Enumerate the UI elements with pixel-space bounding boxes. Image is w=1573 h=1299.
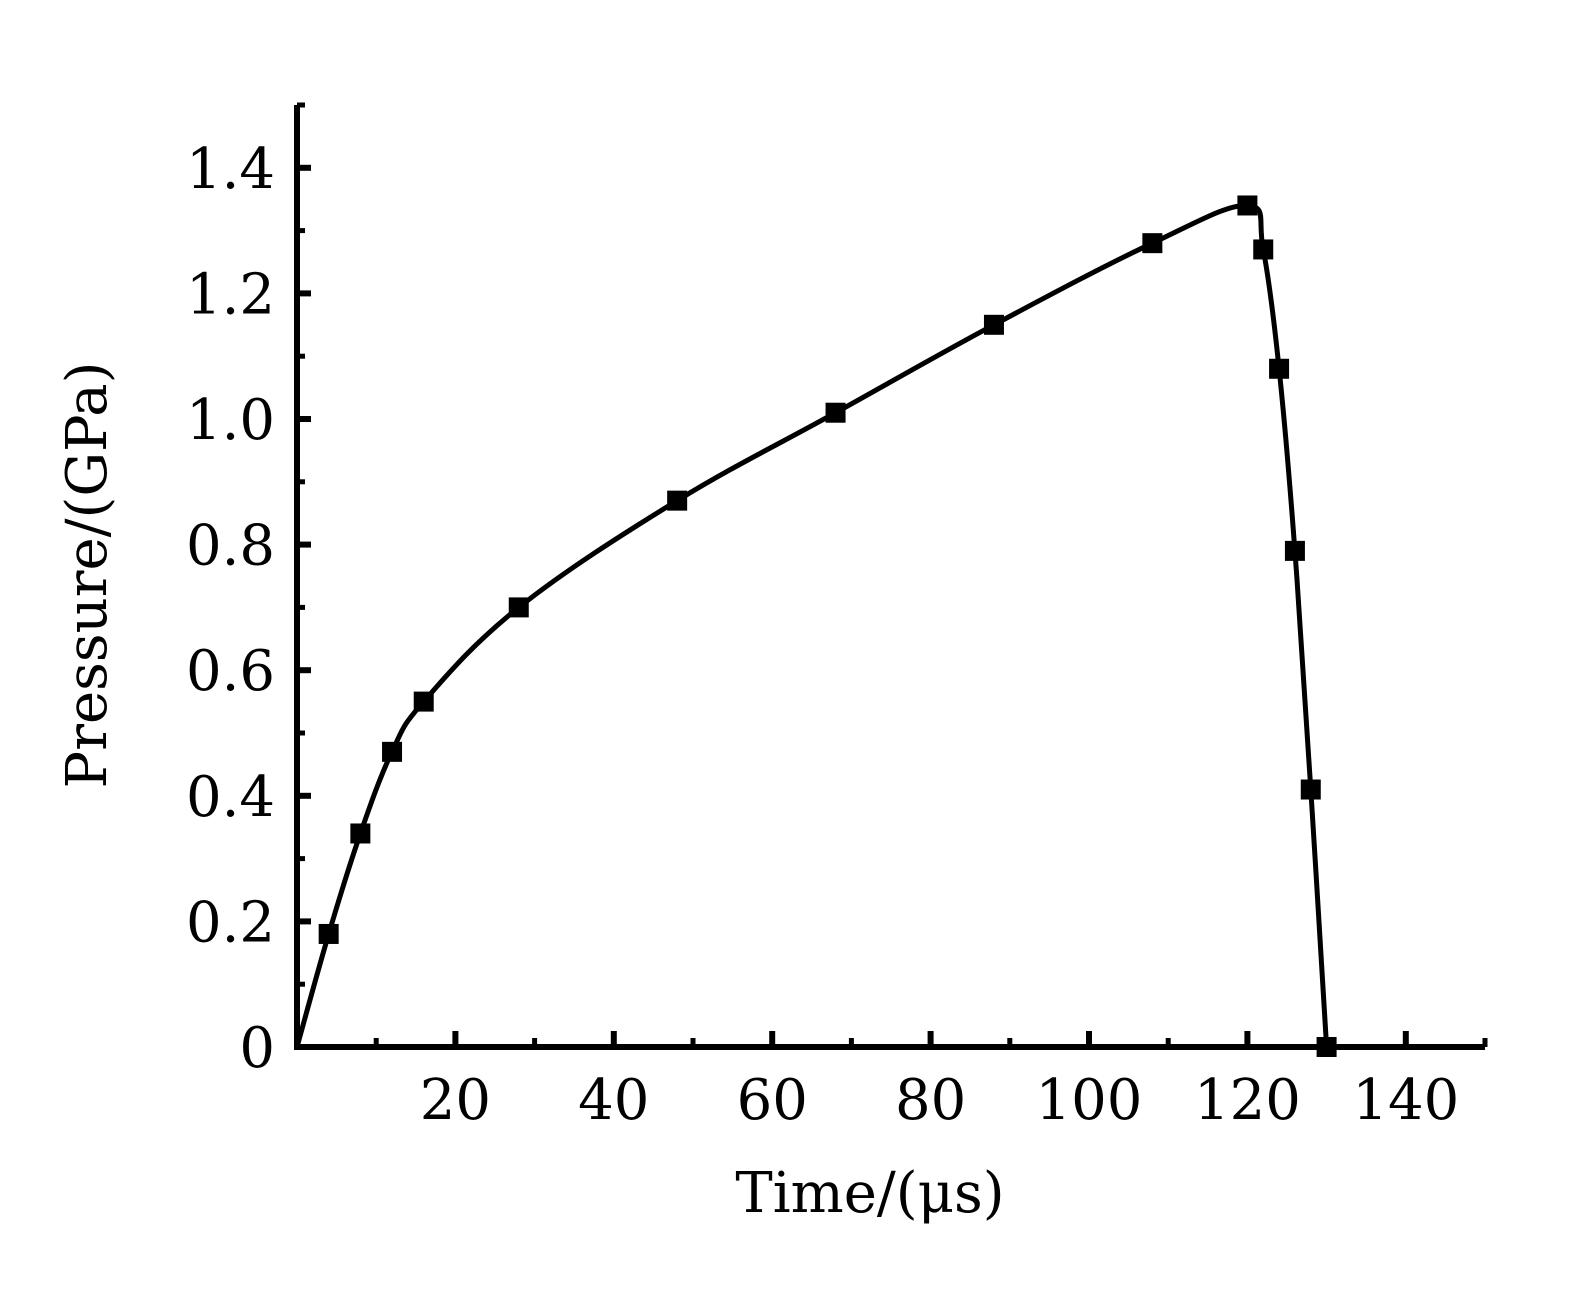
x-tick-label: 120 <box>1194 1068 1301 1133</box>
x-tick-label: 20 <box>420 1068 491 1133</box>
data-point-marker <box>1142 233 1163 254</box>
y-tick-label: 1.2 <box>186 262 275 327</box>
data-point-marker <box>983 314 1004 335</box>
data-point-marker <box>1316 1037 1337 1057</box>
x-axis-title: Time/(μs) <box>735 1161 1004 1226</box>
data-point-marker <box>350 823 371 844</box>
data-point-marker <box>825 402 846 423</box>
y-tick-label: 0.2 <box>186 890 275 955</box>
y-tick-label: 1.0 <box>186 388 275 453</box>
x-tick-label: 140 <box>1352 1068 1459 1133</box>
data-point-marker <box>318 923 339 944</box>
y-tick-label: 0 <box>239 1016 275 1081</box>
data-point-marker <box>1284 540 1305 561</box>
data-point-marker <box>1237 195 1258 216</box>
data-point-marker <box>1253 239 1274 260</box>
y-tick-label: 0.6 <box>186 639 275 704</box>
y-tick-label: 1.4 <box>186 137 275 202</box>
data-point-marker <box>508 597 529 618</box>
ticks: 0 0.2 0.4 0.6 0.8 1.0 1.2 1.4 20 40 60 80 100 120 140 <box>186 102 1488 1133</box>
series-line <box>294 202 1330 1048</box>
x-tick-label: 60 <box>737 1068 808 1133</box>
data-point-marker <box>1269 358 1290 379</box>
data-point-marker <box>413 691 434 712</box>
y-tick-label: 0.8 <box>186 514 275 579</box>
axes <box>294 105 1485 1050</box>
series-layer <box>294 195 1337 1057</box>
data-point-marker <box>1300 779 1321 800</box>
data-point-marker <box>667 490 688 511</box>
x-tick-label: 40 <box>578 1068 649 1133</box>
data-point-marker <box>382 741 403 762</box>
y-axis-title: Pressure/(GPa) <box>55 362 120 789</box>
x-tick-label: 100 <box>1036 1068 1143 1133</box>
x-tick-label: 80 <box>895 1068 966 1133</box>
y-tick-label: 0.4 <box>186 765 275 830</box>
